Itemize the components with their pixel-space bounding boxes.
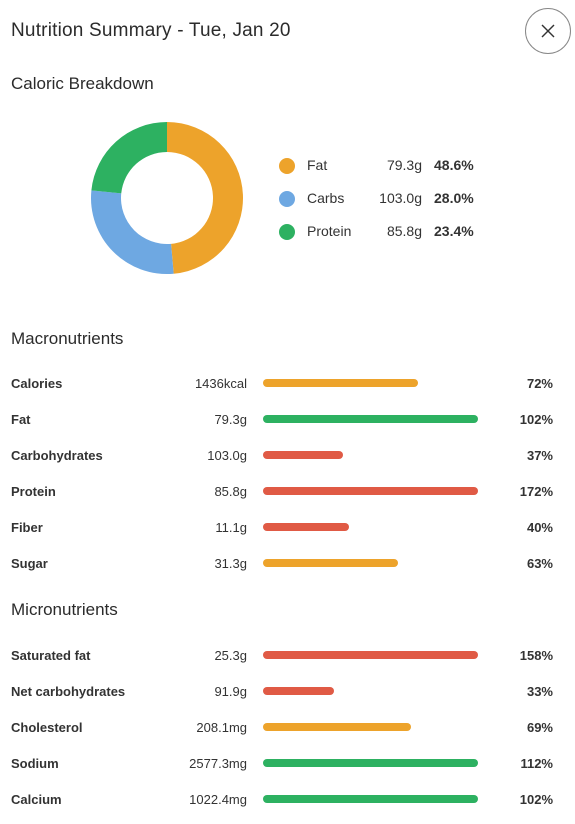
progress-track — [263, 759, 478, 767]
progress-track — [263, 559, 478, 567]
macronutrients-title: Macronutrients — [11, 329, 124, 348]
nutrient-row-protein: Protein 85.8g 172% — [0, 481, 575, 501]
progress-track — [263, 487, 478, 495]
legend-label: Carbs — [307, 190, 345, 206]
micronutrients-title: Micronutrients — [11, 600, 118, 619]
nutrient-label: Calories — [11, 376, 63, 391]
legend-label: Fat — [307, 157, 328, 173]
donut-slice-carbs — [91, 190, 174, 274]
nutrient-label: Fat — [11, 412, 31, 427]
progress-bar — [263, 451, 343, 459]
progress-track — [263, 523, 478, 531]
nutrient-label: Net carbohydrates — [11, 684, 126, 699]
nutrient-value: 1436kcal — [194, 376, 247, 391]
nutrient-value: 91.9g — [214, 684, 247, 699]
progress-track — [263, 687, 478, 695]
progress-bar — [263, 559, 399, 567]
nutrient-value: 31.3g — [214, 556, 247, 571]
nutrient-value: 208.1mg — [196, 720, 247, 735]
nutrient-value: 25.3g — [214, 648, 247, 663]
nutrient-percent: 112% — [520, 756, 553, 771]
nutrient-label: Sodium — [11, 756, 59, 771]
progress-bar — [263, 795, 478, 803]
close-button[interactable] — [525, 8, 571, 54]
legend-swatch — [279, 191, 295, 207]
nutrient-label: Calcium — [11, 792, 62, 807]
nutrient-value: 11.1g — [215, 520, 247, 535]
nutrient-row-sodium: Sodium 2577.3mg 112% — [0, 753, 575, 773]
legend-percent: 28.0% — [434, 190, 474, 206]
nutrient-row-fat: Fat 79.3g 102% — [0, 409, 575, 429]
progress-bar — [263, 379, 418, 387]
nutrient-value: 103.0g — [207, 448, 247, 463]
nutrient-row-cholesterol: Cholesterol 208.1mg 69% — [0, 717, 575, 737]
progress-track — [263, 415, 478, 423]
nutrient-label: Cholesterol — [11, 720, 83, 735]
caloric-breakdown-title: Caloric Breakdown — [11, 74, 154, 93]
nutrient-percent: 63% — [526, 556, 553, 571]
nutrient-value: 2577.3mg — [189, 756, 247, 771]
progress-bar — [263, 687, 334, 695]
nutrient-percent: 172% — [519, 484, 553, 499]
nutrient-row-sugar: Sugar 31.3g 63% — [0, 553, 575, 573]
legend-label: Protein — [307, 223, 352, 239]
nutrient-percent: 102% — [519, 412, 553, 427]
nutrient-row-calories: Calories 1436kcal 72% — [0, 373, 575, 393]
legend-swatch — [279, 224, 295, 240]
page-title: Nutrition Summary - Tue, Jan 20 — [11, 20, 291, 41]
nutrient-percent: 72% — [526, 376, 553, 391]
progress-track — [263, 651, 478, 659]
legend-swatch — [279, 158, 295, 174]
legend-item-carbs: Carbs 103.0g 28.0% — [279, 189, 474, 209]
nutrient-percent: 40% — [526, 520, 553, 535]
donut-slice-protein — [91, 122, 167, 194]
caloric-donut-chart — [91, 122, 243, 274]
nutrient-percent: 33% — [526, 684, 553, 699]
nutrient-percent: 158% — [519, 648, 553, 663]
nutrient-row-fiber: Fiber 11.1g 40% — [0, 517, 575, 537]
donut-slice-fat — [167, 122, 243, 274]
progress-track — [263, 795, 478, 803]
nutrient-label: Protein — [11, 484, 56, 499]
nutrient-value: 1022.4mg — [189, 792, 247, 807]
legend-item-fat: Fat 79.3g 48.6% — [279, 156, 474, 176]
legend-percent: 48.6% — [434, 157, 474, 173]
progress-bar — [263, 523, 349, 531]
nutrient-percent: 37% — [526, 448, 553, 463]
nutrient-row-calcium: Calcium 1022.4mg 102% — [0, 789, 575, 809]
progress-track — [263, 723, 478, 731]
nutrient-percent: 69% — [526, 720, 553, 735]
nutrient-label: Fiber — [11, 520, 43, 535]
nutrient-row-saturated-fat: Saturated fat 25.3g 158% — [0, 645, 575, 665]
progress-bar — [263, 759, 478, 767]
nutrient-row-net-carbohydrates: Net carbohydrates 91.9g 33% — [0, 681, 575, 701]
legend-item-protein: Protein 85.8g 23.4% — [279, 222, 474, 242]
progress-track — [263, 379, 478, 387]
progress-bar — [263, 487, 478, 495]
progress-bar — [263, 723, 412, 731]
close-icon — [541, 24, 555, 38]
nutrient-value: 85.8g — [214, 484, 247, 499]
legend-grams: 85.8g — [386, 223, 422, 239]
progress-bar — [263, 415, 478, 423]
nutrient-label: Saturated fat — [11, 648, 91, 663]
progress-track — [263, 451, 478, 459]
legend-grams: 79.3g — [386, 157, 422, 173]
legend-percent: 23.4% — [434, 223, 474, 239]
legend-grams: 103.0g — [379, 190, 422, 206]
nutrient-label: Carbohydrates — [11, 448, 103, 463]
nutrient-value: 79.3g — [214, 412, 247, 427]
nutrient-row-carbohydrates: Carbohydrates 103.0g 37% — [0, 445, 575, 465]
nutrient-label: Sugar — [11, 556, 48, 571]
nutrient-percent: 102% — [519, 792, 553, 807]
progress-bar — [263, 651, 478, 659]
